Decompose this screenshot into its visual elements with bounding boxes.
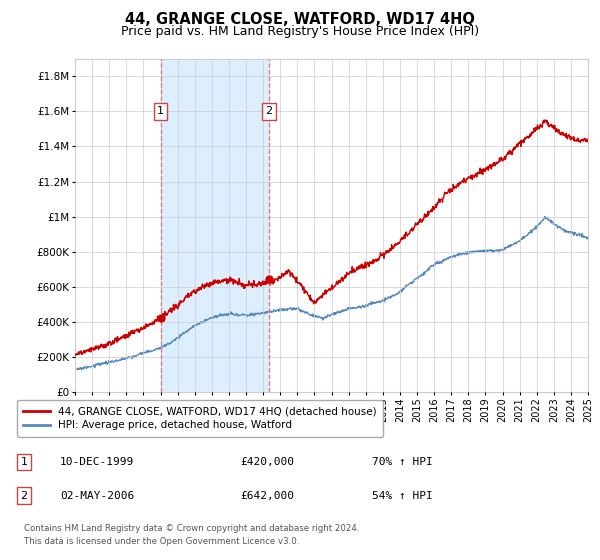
Text: 1: 1 <box>20 457 28 467</box>
Text: Price paid vs. HM Land Registry's House Price Index (HPI): Price paid vs. HM Land Registry's House … <box>121 25 479 38</box>
Text: £420,000: £420,000 <box>240 457 294 467</box>
Text: 44, GRANGE CLOSE, WATFORD, WD17 4HQ: 44, GRANGE CLOSE, WATFORD, WD17 4HQ <box>125 12 475 27</box>
Legend: 44, GRANGE CLOSE, WATFORD, WD17 4HQ (detached house), HPI: Average price, detach: 44, GRANGE CLOSE, WATFORD, WD17 4HQ (det… <box>17 400 383 437</box>
Text: 02-MAY-2006: 02-MAY-2006 <box>60 491 134 501</box>
Text: 54% ↑ HPI: 54% ↑ HPI <box>372 491 433 501</box>
Text: 10-DEC-1999: 10-DEC-1999 <box>60 457 134 467</box>
Text: 1: 1 <box>157 106 164 116</box>
Bar <box>161 59 269 392</box>
Text: 2: 2 <box>20 491 28 501</box>
Text: This data is licensed under the Open Government Licence v3.0.: This data is licensed under the Open Gov… <box>24 537 299 546</box>
Text: 2: 2 <box>266 106 272 116</box>
Text: Contains HM Land Registry data © Crown copyright and database right 2024.: Contains HM Land Registry data © Crown c… <box>24 524 359 533</box>
Text: £642,000: £642,000 <box>240 491 294 501</box>
Text: 70% ↑ HPI: 70% ↑ HPI <box>372 457 433 467</box>
